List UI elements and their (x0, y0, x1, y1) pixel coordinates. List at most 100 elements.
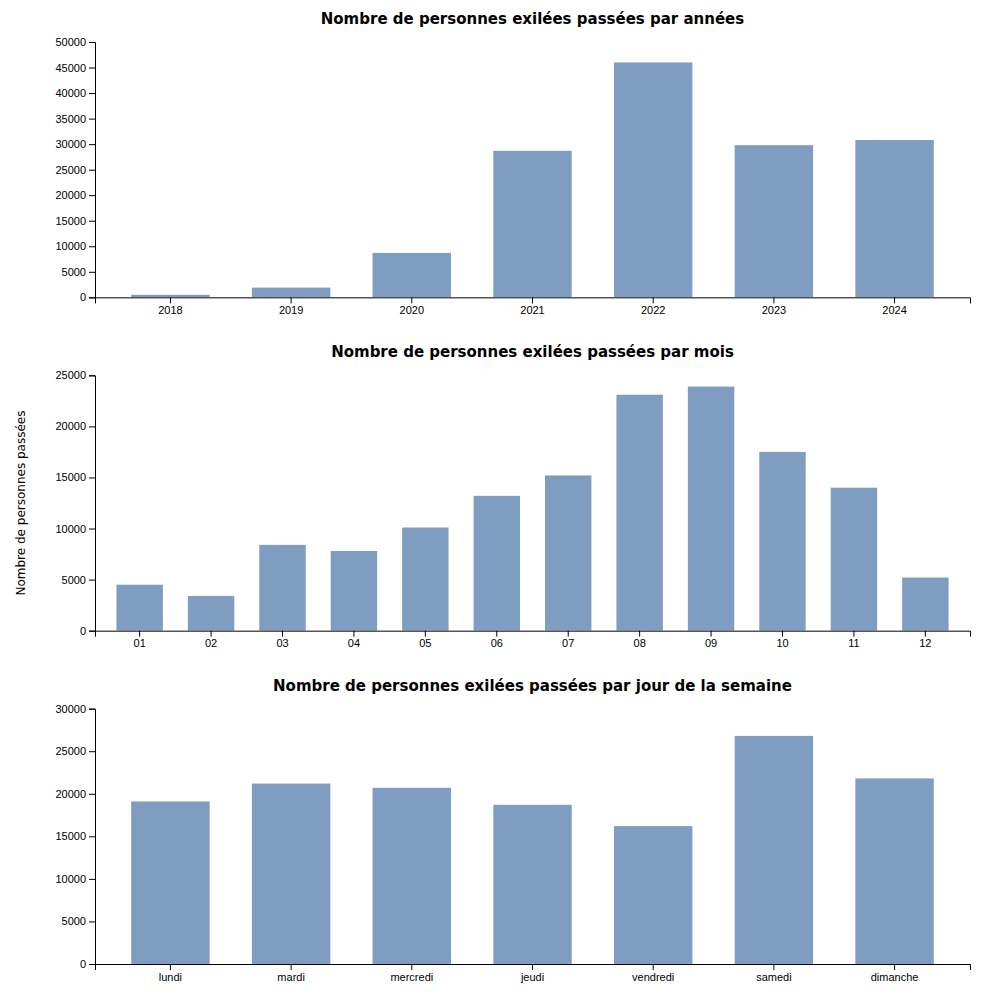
x-axis: 2018201920202021202220232024 (96, 297, 971, 316)
tick-label: 05 (419, 637, 431, 649)
tick: 09 (705, 631, 717, 650)
tick-label: 0 (80, 958, 86, 970)
tick-mark (89, 751, 95, 752)
tick: 08 (634, 631, 646, 650)
tick-mark (291, 297, 292, 303)
tick-label: 2022 (641, 304, 665, 316)
tick-label: 01 (134, 637, 146, 649)
tick: 10000 (55, 523, 95, 535)
tick-label: 02 (205, 637, 217, 649)
tick-mark (411, 297, 412, 303)
tick: 06 (491, 631, 503, 650)
tick-label: 0 (80, 625, 86, 637)
x-axis: 010203040506070809101112 (96, 631, 971, 650)
tick-mark (89, 580, 95, 581)
tick: 12 (919, 631, 931, 650)
tick-mark (89, 297, 95, 298)
bar (131, 295, 209, 298)
tick: 10000 (55, 873, 95, 885)
tick-label: 30000 (55, 703, 86, 715)
tick: 0 (80, 958, 95, 970)
tick: lundi (159, 964, 182, 983)
tick-label: 5000 (62, 915, 86, 927)
tick-mark (89, 964, 95, 965)
plot-area (131, 736, 934, 964)
tick: 05 (419, 631, 431, 650)
tick-mark (89, 68, 95, 69)
bar (831, 488, 877, 631)
tick: 15000 (55, 471, 95, 483)
tick-mark (89, 42, 95, 43)
tick-mark (89, 836, 95, 837)
tick-label: 2020 (400, 304, 424, 316)
tick-mark (853, 631, 854, 637)
tick: 5000 (62, 915, 95, 927)
tick-mark (925, 631, 926, 637)
tick-label: 06 (491, 637, 503, 649)
tick-label: 07 (562, 637, 574, 649)
tick-mark (496, 631, 497, 637)
bar (402, 528, 448, 631)
y-axis: 0500010000150002000025000300003500040000… (55, 36, 95, 303)
tick-label: mercredi (390, 971, 433, 983)
tick: 10 (776, 631, 788, 650)
tick: 0 (80, 291, 95, 303)
tick: vendredi (632, 964, 674, 983)
tick: samedi (756, 964, 791, 983)
tick-mark (89, 119, 95, 120)
tick: 15000 (55, 215, 95, 227)
tick: 0 (80, 625, 95, 637)
tick-mark (894, 964, 895, 970)
tick: 03 (276, 631, 288, 650)
tick-label: mardi (277, 971, 305, 983)
tick-mark (282, 631, 283, 637)
tick-mark (89, 170, 95, 171)
tick-mark (711, 631, 712, 637)
tick-label: 10000 (55, 873, 86, 885)
tick-mark (89, 477, 95, 478)
axis-line (96, 298, 971, 304)
tick-mark (894, 297, 895, 303)
tick-label: 15000 (55, 830, 86, 842)
tick: 2018 (158, 297, 182, 316)
tick: 5000 (62, 574, 95, 586)
tick-label: 15000 (55, 471, 86, 483)
bar (614, 826, 692, 964)
bar (902, 578, 948, 631)
tick-mark (411, 964, 412, 970)
tick-label: 08 (634, 637, 646, 649)
bar (735, 736, 813, 964)
y-axis: 0500010000150002000025000 (55, 369, 95, 636)
tick-mark (89, 375, 95, 376)
bar (252, 784, 330, 964)
tick: 25000 (55, 164, 95, 176)
tick-mark (89, 246, 95, 247)
tick-mark (170, 964, 171, 970)
bar (373, 788, 451, 964)
x-axis: lundimardimercredijeudivendredisamedidim… (96, 964, 971, 983)
tick-label: 5000 (62, 266, 86, 278)
tick-label: 45000 (55, 62, 86, 74)
tick-label: 03 (276, 637, 288, 649)
tick-mark (532, 297, 533, 303)
tick-mark (89, 195, 95, 196)
plot-area (116, 387, 948, 631)
tick-mark (291, 964, 292, 970)
tick: 2023 (762, 297, 786, 316)
tick-mark (89, 93, 95, 94)
axis-line (89, 376, 96, 631)
tick-mark (773, 964, 774, 970)
tick: 30000 (55, 703, 95, 715)
tick-mark (139, 631, 140, 637)
tick: 40000 (55, 87, 95, 99)
tick-mark (782, 631, 783, 637)
tick-label: lundi (159, 971, 182, 983)
tick: 2024 (882, 297, 906, 316)
bar (493, 151, 571, 298)
y-axis-title: Nombre de personnes passées (14, 411, 28, 596)
tick-mark (532, 964, 533, 970)
tick-mark (211, 631, 212, 637)
tick-label: 15000 (55, 215, 86, 227)
tick-label: 30000 (55, 138, 86, 150)
axis-line (96, 965, 971, 971)
